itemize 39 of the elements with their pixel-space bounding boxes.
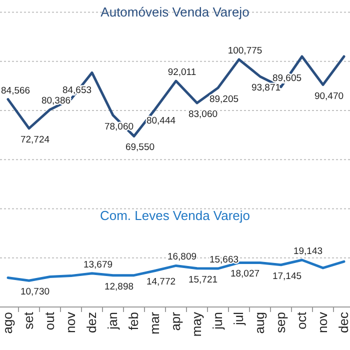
data-label: 84,566	[1, 85, 30, 96]
x-tick-label: oct	[294, 312, 309, 330]
x-tick-label: apr	[168, 311, 183, 331]
x-tick-label: may	[189, 312, 204, 337]
data-label: 93,871	[251, 82, 281, 94]
data-label: 17,145	[272, 270, 302, 282]
data-label: 19,143	[293, 246, 323, 257]
x-tick-label: jun	[210, 312, 225, 330]
x-tick-label: nov	[315, 312, 330, 333]
data-label: 15,721	[188, 274, 218, 286]
data-label: 10,730	[20, 286, 50, 298]
data-label: 89,205	[209, 94, 239, 105]
x-tick-label: aug	[252, 312, 267, 334]
data-label: 14,772	[146, 276, 176, 288]
data-label: 69,550	[125, 142, 155, 154]
x-tick-label: jul	[231, 312, 246, 326]
data-label: 16,809	[167, 252, 197, 263]
data-label: 92,011	[168, 67, 196, 78]
x-tick-label: ago	[0, 312, 15, 334]
data-label: 12,898	[104, 281, 134, 292]
data-label: 13,679	[83, 259, 113, 270]
data-label: 80,444	[146, 115, 176, 126]
text: Com. Leves Venda Varejo	[100, 208, 250, 223]
text: Automóveis Venda Varejo	[100, 4, 250, 20]
x-tick-label: dec	[336, 312, 350, 333]
x-tick-label: mar	[147, 311, 162, 334]
data-label: 90,470	[314, 90, 344, 102]
data-label: 100,775	[228, 45, 262, 56]
x-tick-label: sep	[273, 312, 288, 333]
data-label: 18,027	[230, 268, 260, 280]
data-label: 83,060	[188, 109, 218, 120]
x-tick-label: set	[21, 312, 36, 330]
x-tick-label: out	[42, 312, 57, 330]
x-tick-label: dez	[84, 312, 99, 333]
x-tick-label: feb	[126, 312, 141, 330]
x-tick-label: nov	[63, 312, 78, 333]
data-label: 72,724	[20, 134, 50, 146]
data-label: 15,663	[209, 254, 239, 266]
x-tick-label: jan	[105, 312, 120, 330]
